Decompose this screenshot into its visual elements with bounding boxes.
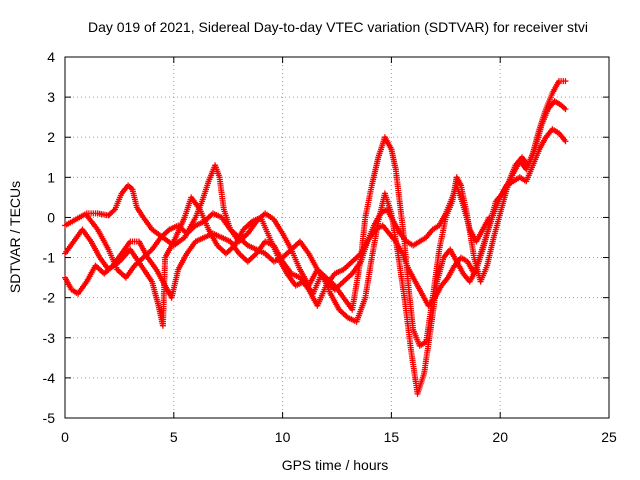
y-tick-label: -4 [43, 370, 56, 386]
y-tick-label: 0 [47, 209, 55, 225]
x-tick-label: 20 [492, 429, 508, 445]
y-axis-label: SDTVAR / TECUs [7, 181, 23, 293]
data-marks [62, 78, 569, 397]
y-tick-label: 4 [47, 49, 55, 65]
series-marks [62, 126, 569, 309]
y-tick-label: 3 [47, 89, 55, 105]
x-tick-label: 5 [170, 429, 178, 445]
series-track-c [62, 126, 569, 309]
grid [65, 57, 609, 418]
x-axis: 0 5 10 15 20 25 [61, 57, 617, 445]
y-tick-label: -1 [43, 250, 56, 266]
y-tick-label: -3 [43, 330, 56, 346]
series-marks [83, 182, 493, 293]
y-tick-label: 1 [47, 169, 55, 185]
chart-title: Day 019 of 2021, Sidereal Day-to-day VTE… [88, 19, 588, 35]
x-axis-label: GPS time / hours [282, 457, 389, 473]
y-tick-label: -5 [43, 410, 56, 426]
y-tick-label: 2 [47, 129, 55, 145]
plot-frame [64, 56, 610, 419]
x-tick-label: 0 [61, 429, 69, 445]
x-tick-label: 10 [275, 429, 291, 445]
y-axis: -5 -4 -3 -2 -1 0 1 2 3 4 [43, 49, 609, 426]
x-tick-label: 15 [384, 429, 400, 445]
series-track-d [83, 182, 493, 293]
y-tick-label: -2 [43, 290, 56, 306]
x-tick-label: 25 [601, 429, 617, 445]
